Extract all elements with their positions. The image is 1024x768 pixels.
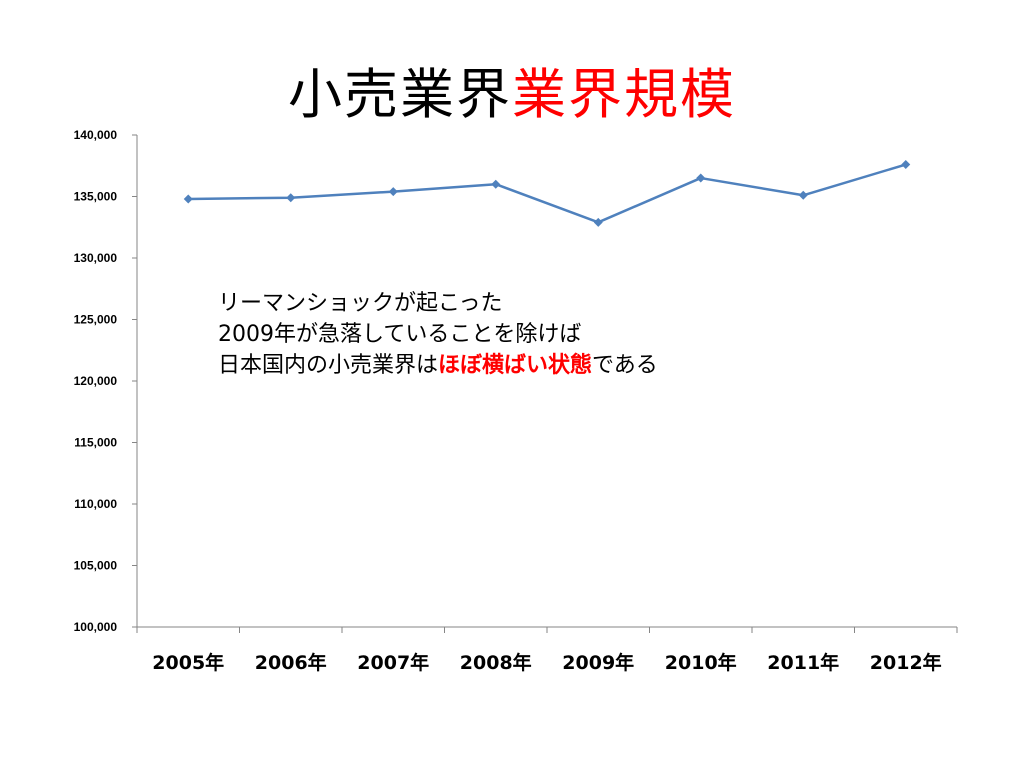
annotation-text: リーマンショックが起こった 2009年が急落していることを除けば 日本国内の小売…	[218, 288, 658, 381]
x-tick-label: 2005年	[152, 651, 224, 674]
data-point	[183, 194, 193, 204]
y-tick-label: 135,000	[74, 190, 118, 204]
annotation-emphasis: ほぼ横ばい状態	[438, 353, 593, 378]
x-tick-label: 2008年	[460, 651, 532, 674]
y-tick-labels: 100,000 105,000 110,000 115,000 120,000 125,0…	[74, 128, 118, 634]
y-tick-label: 100,000	[74, 620, 118, 634]
x-tick-label: 2007年	[357, 651, 429, 674]
y-tick-label: 120,000	[74, 374, 118, 388]
data-point	[696, 173, 706, 183]
y-tick-label: 115,000	[74, 436, 117, 450]
slide-title: 小売業界業界規模	[0, 62, 1024, 128]
annotation-line-2: 2009年が急落していることを除けば	[218, 322, 582, 347]
annotation-line-3: 日本国内の小売業界はほぼ横ばい状態である	[218, 350, 658, 381]
annotation-line-1: リーマンショックが起こった	[218, 291, 503, 316]
data-point	[388, 187, 398, 197]
y-tick-label: 110,000	[74, 497, 117, 511]
x-tick-label: 2006年	[255, 651, 327, 674]
data-point	[491, 179, 501, 189]
data-point	[593, 217, 603, 227]
title-part2: 業界規模	[512, 63, 736, 126]
series-line	[188, 163, 907, 224]
x-tick-label: 2010年	[665, 651, 737, 674]
title-part1: 小売業界	[288, 63, 512, 126]
data-point	[901, 160, 911, 170]
x-tick-label: 2011年	[767, 651, 839, 674]
x-tick-label: 2012年	[870, 651, 942, 674]
x-tick-label: 2009年	[562, 651, 634, 674]
y-tick-label: 125,000	[74, 313, 118, 327]
y-tick-label: 105,000	[74, 559, 118, 573]
chart-axes	[132, 134, 958, 633]
annotation-line-3-before: 日本国内の小売業界は	[218, 353, 439, 378]
data-point	[798, 190, 808, 200]
series-layer	[183, 160, 911, 227]
data-point	[286, 193, 296, 203]
x-tick-labels: 2005年 2006年 2007年 2008年 2009年 2010年 2011年 2012年	[152, 651, 941, 674]
y-tick-label: 140,000	[74, 128, 118, 142]
annotation-line-3-after: である	[592, 353, 658, 378]
y-tick-label: 130,000	[74, 251, 118, 265]
